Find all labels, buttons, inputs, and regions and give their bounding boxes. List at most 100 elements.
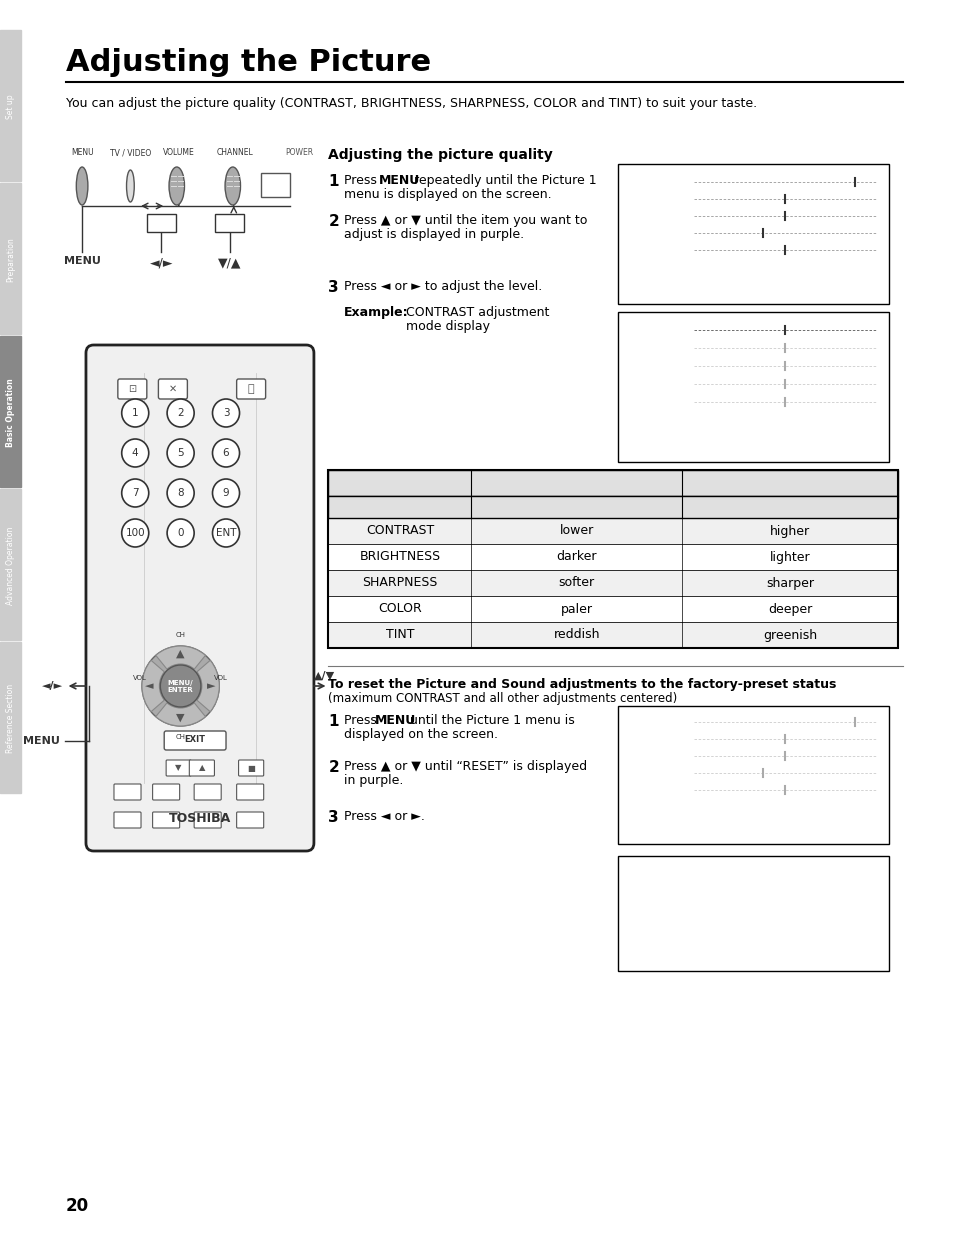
Text: adjust is displayed in purple.: adjust is displayed in purple. (343, 228, 523, 241)
Text: reddish: reddish (553, 629, 599, 641)
Text: 6: 6 (222, 448, 229, 458)
Text: 20: 20 (66, 1197, 89, 1215)
Text: TV/VCR: TV/VCR (156, 777, 176, 782)
Text: +: + (877, 343, 885, 353)
Text: CONTRAST: CONTRAST (623, 718, 664, 726)
Text: -: - (686, 194, 690, 204)
Circle shape (213, 399, 239, 427)
Text: higher: higher (769, 525, 809, 537)
Circle shape (122, 399, 149, 427)
Text: ■: ■ (247, 763, 254, 773)
Circle shape (167, 519, 194, 547)
Text: -: - (686, 768, 690, 778)
Text: STILL: STILL (159, 799, 173, 804)
Text: ▼: ▼ (176, 713, 185, 722)
Text: +: + (877, 228, 885, 238)
Text: ⊡: ⊡ (128, 384, 136, 394)
Circle shape (213, 438, 239, 467)
Text: ►: ► (207, 680, 215, 692)
Text: 5: 5 (177, 448, 184, 458)
Text: -: - (686, 211, 690, 221)
Text: MOVE[▼ ▲]  ADJUST[◄ ►]: MOVE[▼ ▲] ADJUST[◄ ►] (623, 827, 719, 836)
Text: -: - (686, 245, 690, 254)
Text: CH: CH (175, 632, 186, 638)
Bar (0, 489, 21, 640)
Bar (0, 336, 21, 487)
Text: COLOR: COLOR (623, 768, 650, 778)
Text: BRIGHTNESS: BRIGHTNESS (623, 735, 672, 743)
FancyBboxPatch shape (152, 811, 179, 827)
Text: 8: 8 (177, 488, 184, 498)
Text: TV/VIDEO: TV/VIDEO (235, 753, 266, 758)
Text: MENU/
ENTER: MENU/ ENTER (168, 679, 193, 693)
FancyBboxPatch shape (113, 811, 141, 827)
Text: FF: FF (247, 805, 253, 810)
Text: PIP: PIP (246, 799, 253, 804)
Circle shape (122, 438, 149, 467)
Bar (618, 164, 887, 304)
Text: VOL: VOL (133, 676, 147, 680)
Bar (328, 622, 898, 648)
Text: Adjusting the picture quality: Adjusting the picture quality (328, 148, 553, 162)
FancyBboxPatch shape (158, 379, 187, 399)
Text: paler: paler (560, 603, 592, 615)
Wedge shape (196, 661, 219, 711)
Text: VOL: VOL (214, 676, 228, 680)
Bar (328, 543, 898, 571)
Bar (0, 642, 21, 793)
Bar (0, 30, 21, 182)
Bar (618, 706, 887, 844)
Circle shape (167, 479, 194, 508)
Text: PLAY: PLAY (243, 777, 256, 782)
Text: -: - (686, 734, 690, 743)
Text: To reset the Picture and Sound adjustments to the factory-preset status: To reset the Picture and Sound adjustmen… (328, 678, 836, 692)
Circle shape (122, 479, 149, 508)
Text: -: - (686, 785, 690, 795)
Text: Reference Section: Reference Section (6, 684, 15, 753)
Text: greenish: greenish (762, 629, 817, 641)
Text: RECALL: RECALL (119, 370, 146, 377)
Text: PAUSE: PAUSE (157, 805, 174, 810)
Text: ENT: ENT (215, 529, 236, 538)
Text: +: + (877, 177, 885, 186)
Text: MUTE: MUTE (163, 370, 183, 377)
Text: softer: softer (558, 577, 594, 589)
Circle shape (213, 519, 239, 547)
Text: REC: REC (122, 777, 132, 782)
Text: ◄/►: ◄/► (42, 680, 63, 692)
Text: CONTRAST: CONTRAST (623, 326, 664, 335)
Text: COLOR: COLOR (623, 379, 650, 389)
Text: STOP: STOP (200, 777, 214, 782)
Text: MOVE[▼ ▲]  ADJUST[◄ ►]: MOVE[▼ ▲] ADJUST[◄ ►] (623, 288, 719, 296)
Text: Press ◄ or ►.: Press ◄ or ►. (343, 810, 424, 823)
Text: -: - (686, 379, 690, 389)
Text: Press: Press (343, 714, 380, 727)
Text: deeper: deeper (767, 603, 811, 615)
Text: menu is displayed on the screen.: menu is displayed on the screen. (343, 188, 551, 201)
Text: CH: CH (175, 734, 186, 740)
Text: 3: 3 (328, 280, 338, 295)
Text: MENU: MENU (71, 148, 93, 157)
Text: ↧VCR: ↧VCR (125, 748, 143, 755)
Text: +: + (877, 768, 885, 778)
Ellipse shape (225, 167, 240, 205)
Text: +: + (877, 194, 885, 204)
Circle shape (167, 438, 194, 467)
Bar (215, 214, 244, 232)
Text: ▲: ▲ (176, 650, 185, 659)
FancyBboxPatch shape (113, 784, 141, 800)
Text: BRIGHTNESS: BRIGHTNESS (359, 551, 440, 563)
Text: Selection: Selection (367, 477, 432, 489)
Text: →TV: →TV (125, 731, 138, 736)
Text: SOURCE: SOURCE (196, 799, 218, 804)
Wedge shape (155, 646, 205, 669)
Text: in purple.: in purple. (343, 774, 403, 787)
Text: TINT: TINT (385, 629, 414, 641)
Text: MENU: MENU (64, 256, 100, 266)
FancyBboxPatch shape (236, 811, 263, 827)
Ellipse shape (127, 170, 134, 203)
Bar (328, 597, 898, 622)
Text: Advanced Operation: Advanced Operation (6, 526, 15, 605)
Text: 1: 1 (328, 174, 338, 189)
Text: SHARPNESS: SHARPNESS (623, 211, 669, 221)
